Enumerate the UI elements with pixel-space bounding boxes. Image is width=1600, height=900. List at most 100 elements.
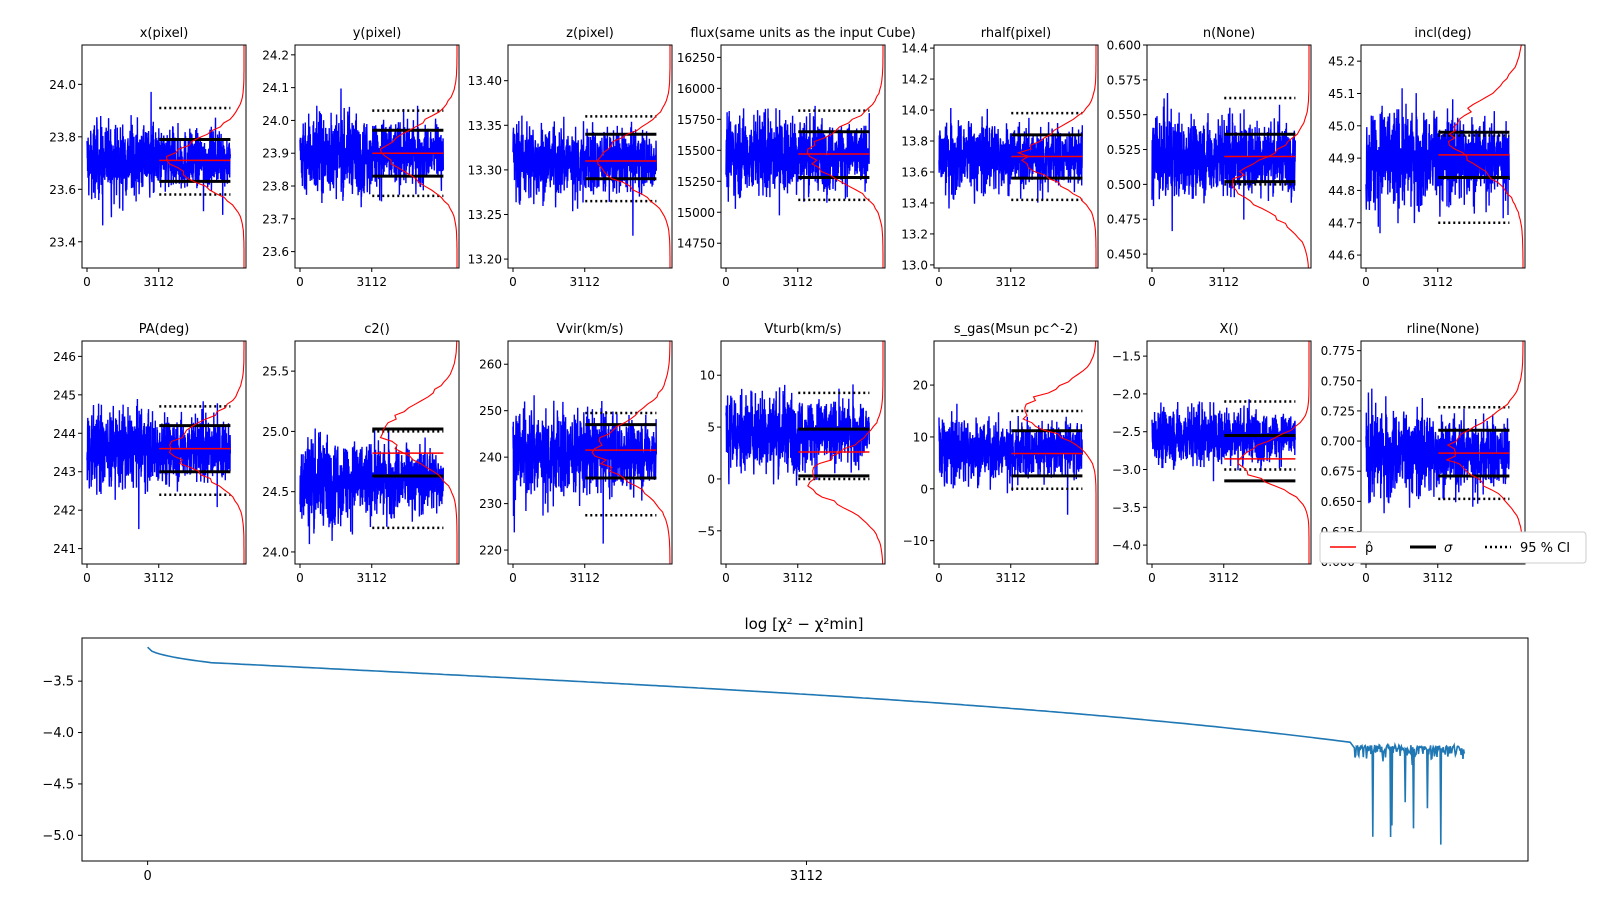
marginal-histogram <box>1445 341 1524 564</box>
marginal-histogram <box>591 341 671 564</box>
trace-panel-4: flux(same units as the input Cube) 14750 1… <box>677 26 916 289</box>
y-tick-label: 24.0 <box>262 114 289 128</box>
x-tick-label: 0 <box>83 571 91 585</box>
x-tick-label: 3112 <box>782 571 813 585</box>
plot-area <box>938 45 1097 268</box>
y-tick-label: −2.0 <box>1112 387 1141 401</box>
x-tick-label: 3112 <box>1422 275 1453 289</box>
chi2-title: log [χ² − χ²min] <box>744 615 863 633</box>
panel-title: rhalf(pixel) <box>981 26 1051 41</box>
marginal-histogram <box>1022 341 1097 564</box>
marginal-histogram <box>807 341 884 564</box>
y-tick-label: 15250 <box>677 175 715 189</box>
chi2-x-tick-label: 3112 <box>790 869 823 884</box>
trace-panel-11: Vturb(km/s) −5 0 5 10 0 3112 <box>697 322 886 585</box>
legend-box <box>1319 531 1587 564</box>
y-tick-label: 14.2 <box>901 73 928 87</box>
y-tick-label: −4.0 <box>1112 539 1141 553</box>
x-tick-label: 0 <box>722 571 730 585</box>
trace-panel-7: incl(deg) 44.6 44.7 44.8 44.9 45.0 45.1 45.2 0 31… <box>1328 26 1526 289</box>
chi2-y-tick-label: −5.0 <box>42 829 74 844</box>
y-tick-label: −1.5 <box>1112 350 1141 364</box>
panel-title: rline(None) <box>1407 322 1480 337</box>
trace-line <box>299 428 444 545</box>
y-tick-label: 0 <box>707 472 715 486</box>
x-tick-label: 3112 <box>569 571 600 585</box>
x-tick-label: 0 <box>296 275 304 289</box>
y-tick-label: 23.7 <box>262 212 289 226</box>
y-tick-label: 13.40 <box>468 74 502 88</box>
trace-panel-1: x(pixel) 23.4 23.6 23.8 24.0 0 3112 <box>49 26 247 289</box>
axes-frame <box>1360 44 1526 269</box>
plot-area <box>1365 341 1524 564</box>
legend-best-label: p̂ <box>1365 541 1373 556</box>
x-tick-label: 0 <box>1148 275 1156 289</box>
y-tick-label: 23.6 <box>49 183 76 197</box>
trace-line <box>1365 88 1510 234</box>
axes-frame <box>81 340 247 565</box>
y-tick-label: 220 <box>479 544 502 558</box>
y-tick-label: 20 <box>913 379 928 393</box>
y-tick-label: 242 <box>53 504 76 518</box>
marginal-histogram <box>1231 45 1310 268</box>
plot-area <box>725 341 884 564</box>
axes-frame <box>294 44 460 269</box>
axes-frame <box>1360 340 1526 565</box>
panel-title: X() <box>1219 322 1238 337</box>
y-tick-label: 13.6 <box>901 165 928 179</box>
chi2-axes-frame <box>81 637 1529 862</box>
trace-panel-2: y(pixel) 23.6 23.7 23.8 23.9 24.0 24.1 24.2 0 311… <box>262 26 460 289</box>
trace-panels: x(pixel) 23.4 23.6 23.8 24.0 0 3112 y(pixel) 23.… <box>49 26 1526 585</box>
y-tick-label: 0 <box>920 482 928 496</box>
y-tick-label: 0.700 <box>1321 435 1355 449</box>
trace-line <box>512 395 657 544</box>
y-tick-label: 23.8 <box>262 180 289 194</box>
x-tick-label: 0 <box>1362 571 1370 585</box>
marginal-histogram <box>1237 341 1310 564</box>
chi2-x-tick-label: 0 <box>143 869 151 884</box>
y-tick-label: 10 <box>913 430 928 444</box>
trace-line <box>1151 92 1297 232</box>
axes-frame <box>1146 44 1312 269</box>
trace-panel-13: X() −4.0 −3.5 −3.0 −2.5 −2.0 −1.5 0 3112 <box>1112 322 1312 585</box>
axes-frame <box>81 44 247 269</box>
y-tick-label: 13.2 <box>901 227 928 241</box>
trace-line <box>512 115 657 236</box>
y-tick-label: 15750 <box>677 113 715 127</box>
trace-line <box>299 88 444 208</box>
axes-frame <box>1146 340 1312 565</box>
panel-title: incl(deg) <box>1414 26 1471 41</box>
y-tick-label: 44.8 <box>1328 184 1355 198</box>
trace-panel-9: c2() 24.0 24.5 25.0 25.5 0 3112 <box>262 322 460 585</box>
trace-panel-5: rhalf(pixel) 13.0 13.2 13.4 13.6 13.8 14.0 14.2… <box>901 26 1099 289</box>
x-tick-label: 3112 <box>1208 571 1239 585</box>
y-tick-label: −5 <box>697 524 715 538</box>
axes-frame <box>507 340 673 565</box>
y-tick-label: 13.0 <box>901 258 928 272</box>
y-tick-label: 0.725 <box>1321 404 1355 418</box>
y-tick-label: 0.450 <box>1107 248 1141 262</box>
legend: p̂ σ 95 % CI <box>1319 531 1587 564</box>
chi2-y-tick-label: −3.5 <box>42 675 74 690</box>
x-tick-label: 0 <box>1362 275 1370 289</box>
panel-title: flux(same units as the input Cube) <box>690 26 915 41</box>
x-tick-label: 3112 <box>143 571 174 585</box>
y-tick-label: 250 <box>479 404 502 418</box>
axes-frame <box>933 44 1099 269</box>
plot-area <box>512 341 671 564</box>
plot-area <box>1151 341 1310 564</box>
y-tick-label: 24.1 <box>262 81 289 95</box>
trace-line <box>86 91 231 226</box>
plot-area <box>725 45 884 268</box>
trace-panel-8: PA(deg) 241 242 243 244 245 246 0 3112 <box>53 322 247 585</box>
x-tick-label: 0 <box>935 275 943 289</box>
axes-frame <box>720 44 886 269</box>
y-tick-label: 24.5 <box>262 485 289 499</box>
y-tick-label: 243 <box>53 465 76 479</box>
trace-panel-3: z(pixel) 13.20 13.25 13.30 13.35 13.40 0 3112 <box>468 26 673 289</box>
chi2-trace-line <box>147 646 1466 845</box>
y-tick-label: 23.6 <box>262 245 289 259</box>
y-tick-label: 230 <box>479 497 502 511</box>
marginal-histogram <box>597 45 671 268</box>
